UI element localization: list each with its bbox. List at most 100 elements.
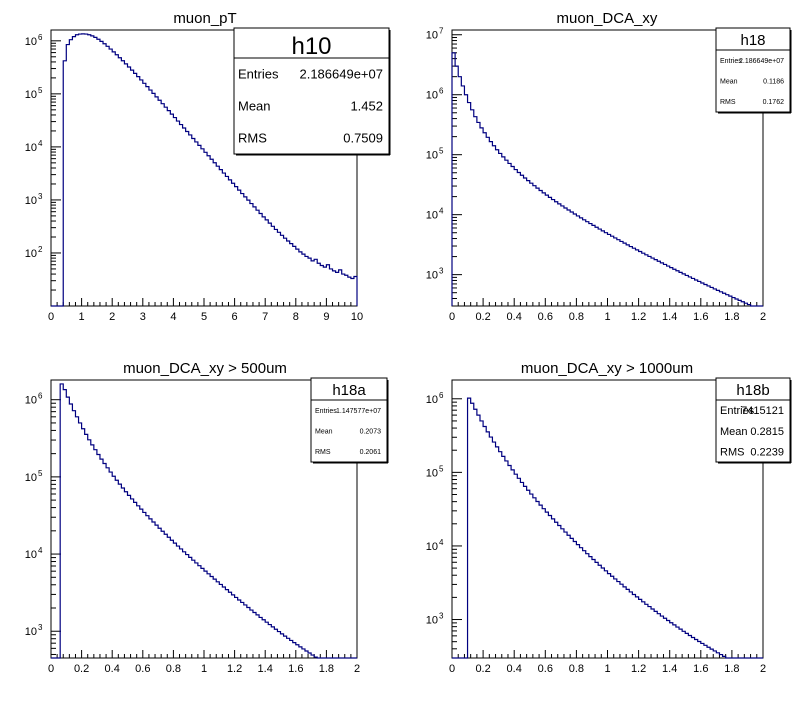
stats-label: Entries [315,408,337,415]
stats-label: Entries [720,58,742,65]
y-tick-exponent: 2 [38,245,43,254]
y-tick-label: 10 [426,541,438,553]
chart-title: muon_pT [173,10,236,27]
stats-label: RMS [315,449,331,456]
histogram-panel: muon_DCA_xy > 500um 0 0.2 0.4 0.6 0.8 1 1.2 1.4 1… [25,360,389,675]
y-tick-label: 10 [25,549,37,561]
y-tick-label: 10 [426,210,438,222]
stats-value: 2.186649e+07 [299,67,383,82]
histogram-line [452,397,763,659]
y-tick-exponent: 6 [439,87,444,96]
x-tick-label: 2 [354,663,360,675]
x-tick-label: 6 [232,311,238,323]
y-tick-exponent: 5 [38,86,43,95]
x-tick-label: 5 [201,311,207,323]
x-tick-label: 2 [760,311,766,323]
x-tick-label: 1 [201,663,207,675]
y-tick-label: 10 [426,615,438,627]
x-tick-label: 1.2 [227,663,242,675]
y-tick-label: 10 [25,626,37,638]
y-tick-label: 10 [25,195,37,207]
x-tick-label: 0.6 [538,311,553,323]
y-tick-label: 10 [426,270,438,282]
histogram-panel: muon_DCA_xy > 1000um 0 0.2 0.4 0.6 0.8 1 1.2 1.4… [426,360,792,675]
x-tick-label: 7 [262,311,268,323]
x-tick-label: 0.4 [507,663,522,675]
stats-label: Mean [720,78,738,85]
chart-title: muon_DCA_xy [557,10,658,27]
stats-value: 1.147577e+07 [336,408,381,415]
y-tick-exponent: 5 [38,469,43,478]
stats-value: 0.2073 [360,428,382,435]
histogram-line [51,33,358,307]
x-tick-label: 0 [48,663,54,675]
y-tick-label: 10 [426,394,438,406]
stats-label: Entries [720,405,755,417]
y-tick-exponent: 5 [439,464,444,473]
y-tick-label: 10 [25,395,37,407]
x-tick-label: 0.6 [538,663,553,675]
stats-value: 1.452 [350,99,383,114]
x-tick-label: 0 [48,311,54,323]
x-tick-label: 0 [449,311,455,323]
stats-box-frame [233,27,390,155]
y-tick-label: 10 [25,472,37,484]
y-tick-label: 10 [426,90,438,102]
y-tick-exponent: 4 [439,538,444,547]
x-tick-label: 10 [351,311,363,323]
x-tick-label: 1.4 [662,311,677,323]
stats-label: RMS [238,131,267,146]
stats-histogram-name: h10 [291,33,331,60]
stats-label: RMS [720,99,736,106]
stats-value: 0.2061 [360,449,382,456]
y-tick-exponent: 5 [439,147,444,156]
x-tick-label: 1 [604,663,610,675]
stats-value: 0.2815 [750,426,784,438]
chart-title: muon_DCA_xy > 500um [123,360,287,377]
x-tick-label: 1.4 [258,663,273,675]
stats-box-frame [715,377,791,463]
stats-value: 0.7509 [343,131,383,146]
histogram-line [51,383,357,659]
x-tick-label: 9 [323,311,329,323]
x-tick-label: 1.8 [724,663,739,675]
y-tick-exponent: 6 [439,391,444,400]
stats-label: Mean [315,428,333,435]
y-tick-exponent: 3 [439,267,444,276]
x-tick-label: 1.4 [662,663,677,675]
x-tick-label: 1.6 [288,663,303,675]
x-tick-label: 3 [140,311,146,323]
x-tick-label: 1.8 [319,663,334,675]
x-tick-label: 0.8 [569,663,584,675]
y-tick-label: 10 [426,30,438,42]
histogram-line [451,52,763,307]
y-tick-exponent: 4 [38,546,43,555]
x-tick-label: 8 [293,311,299,323]
y-tick-label: 10 [426,150,438,162]
y-tick-exponent: 6 [38,33,43,42]
stats-box-frame [715,27,791,113]
stats-box: h10 Entries 2.186649e+07 Mean 1.452 RMS 0.7509 [233,27,391,156]
stats-label: RMS [720,447,744,459]
x-tick-label: 1 [604,311,610,323]
stats-histogram-name: h18 [740,32,765,49]
y-tick-label: 10 [25,142,37,154]
x-tick-label: 0.8 [569,311,584,323]
histogram-panel: muon_DCA_xy 0 0.2 0.4 0.6 0.8 1 1.2 1.4 1.6 1.8 2 10… [426,10,792,323]
stats-box: h18a Entries 1.147577e+07 Mean 0.2073 RMS 0.20… [310,377,389,464]
x-tick-label: 4 [170,311,176,323]
stats-value: 2.186649e+07 [739,58,784,65]
stats-value: 0.1762 [763,99,785,106]
stats-value: 0.2239 [750,447,784,459]
x-tick-label: 0.2 [475,663,490,675]
x-tick-label: 2 [760,663,766,675]
y-tick-label: 10 [426,467,438,479]
x-tick-label: 0.4 [105,663,120,675]
x-tick-label: 0.2 [475,311,490,323]
y-tick-exponent: 7 [439,27,444,36]
chart-title: muon_DCA_xy > 1000um [521,360,693,377]
